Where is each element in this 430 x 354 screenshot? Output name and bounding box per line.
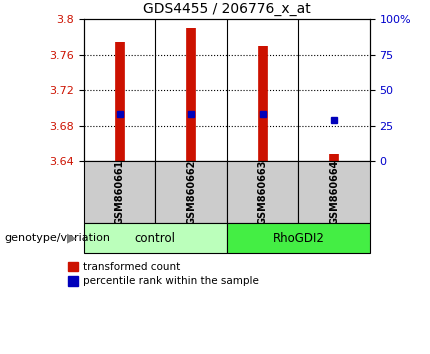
Text: ▶: ▶ xyxy=(67,232,76,245)
Bar xyxy=(227,223,370,253)
Bar xyxy=(298,161,370,223)
Title: GDS4455 / 206776_x_at: GDS4455 / 206776_x_at xyxy=(143,2,311,16)
Bar xyxy=(84,161,155,223)
Text: RhoGDI2: RhoGDI2 xyxy=(272,232,324,245)
Text: GSM860661: GSM860661 xyxy=(114,159,125,225)
Text: genotype/variation: genotype/variation xyxy=(4,233,111,243)
Text: GSM860662: GSM860662 xyxy=(186,159,196,225)
Text: GSM860664: GSM860664 xyxy=(329,159,339,225)
Text: GSM860663: GSM860663 xyxy=(258,159,267,225)
Bar xyxy=(227,161,298,223)
Bar xyxy=(155,161,227,223)
Legend: transformed count, percentile rank within the sample: transformed count, percentile rank withi… xyxy=(68,262,259,286)
Bar xyxy=(84,223,227,253)
Text: control: control xyxy=(135,232,176,245)
